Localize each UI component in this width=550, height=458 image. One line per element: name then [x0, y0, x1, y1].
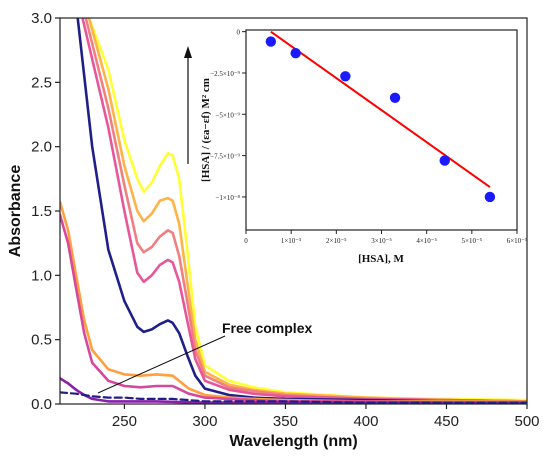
up-arrow-icon [184, 46, 192, 164]
scatter-point [290, 47, 301, 59]
main-x-tick-label: 500 [514, 413, 539, 430]
inset-x-tick-label: 3×10⁻⁵ [371, 237, 392, 245]
main-y-tick-label: 3.0 [31, 10, 52, 27]
main-y-tick-label: 1.0 [31, 267, 52, 284]
inset-plot: 0 1×10⁻⁵ 2×10⁻⁵ 3×10⁻⁵ 4×10⁻⁵ 5×10⁻⁵ 6×10⁻⁵ 0 −… [184, 29, 528, 265]
inset-x-tick-label: 5×10⁻⁵ [462, 237, 483, 245]
main-x-axis-title: Wavelength (nm) [229, 433, 357, 450]
main-x-tick-label: 350 [273, 413, 298, 430]
inset-y-axis-title: [HSA] / (εa−εf) M² cm [200, 78, 212, 182]
main-y-tick-label: 0.5 [31, 332, 52, 349]
fit-line [270, 30, 491, 188]
main-y-ticks: 0.0 0.5 1.0 1.5 2.0 2.5 3.0 [31, 10, 60, 413]
inset-x-ticks: 0 1×10⁻⁵ 2×10⁻⁵ 3×10⁻⁵ 4×10⁻⁵ 5×10⁻⁵ 6×10⁻⁵ [244, 230, 528, 245]
main-plot: 250 300 350 400 450 500 0.0 0.5 1.0 1.5 2.0 2.5 3.0… [7, 10, 540, 450]
inset-y-tick-label: −7.5×10⁻⁹ [210, 153, 240, 161]
inset-y-ticks: 0 −2.5×10⁻⁹ −5×10⁻⁹ −7.5×10⁻⁹ −1×10⁻⁸ [210, 29, 246, 202]
inset-x-tick-label: 4×10⁻⁵ [416, 237, 437, 245]
main-y-tick-label: 2.5 [31, 74, 52, 91]
main-y-axis-title: Absorbance [7, 165, 24, 258]
main-x-tick-label: 300 [192, 413, 217, 430]
inset-y-tick-label: 0 [237, 29, 241, 37]
main-y-tick-label: 0.0 [31, 396, 52, 413]
inset-y-tick-label: −2.5×10⁻⁹ [210, 70, 240, 78]
scatter-point [265, 36, 277, 47]
inset-x-tick-label: 2×10⁻⁵ [326, 237, 347, 245]
inset-x-tick-label: 6×10⁻⁵ [507, 237, 528, 245]
inset-x-tick-label: 0 [244, 237, 248, 245]
inset-y-tick-label: −5×10⁻⁹ [215, 111, 240, 119]
spectrum-line-9 [60, 391, 527, 404]
scatter-point [439, 155, 450, 166]
spectrum-line-4 [81, 18, 527, 403]
free-complex-annotation: Free complex [97, 320, 312, 394]
scatter-point [389, 92, 401, 103]
main-x-tick-label: 400 [353, 413, 378, 430]
scatter-point [340, 71, 351, 82]
main-series-group [60, 18, 527, 404]
main-x-tick-label: 450 [434, 413, 459, 430]
inset-background [246, 30, 517, 230]
inset-y-tick-label: −1×10⁻⁸ [215, 194, 240, 202]
main-y-tick-label: 1.5 [31, 203, 52, 220]
inset-x-axis-title: [HSA], M [358, 253, 404, 265]
main-x-ticks: 250 300 350 400 450 500 [112, 404, 540, 430]
free-complex-arrow-line [97, 335, 226, 394]
main-y-tick-label: 2.0 [31, 139, 52, 156]
main-x-tick-label: 250 [112, 413, 137, 430]
spectrum-line-7 [60, 213, 527, 404]
free-complex-label: Free complex [222, 320, 312, 336]
inset-x-tick-label: 1×10⁻⁵ [281, 237, 302, 245]
scatter-point [484, 191, 496, 203]
inset-content [265, 30, 496, 203]
